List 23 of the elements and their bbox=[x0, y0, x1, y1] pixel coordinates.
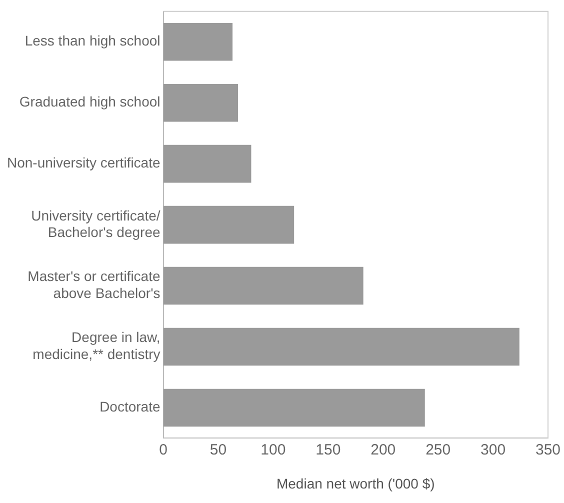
y-tick-label: Doctorate bbox=[100, 398, 160, 415]
y-tick-label: Non-university certificate bbox=[6, 154, 160, 171]
y-tick-label: Graduated high school bbox=[19, 94, 160, 110]
y-tick-label: Degree in law, medicine,** dentistry bbox=[32, 329, 160, 362]
x-axis-title: Median net worth ('000 $) bbox=[276, 475, 435, 492]
x-tick-label: 350 bbox=[535, 441, 561, 458]
bar bbox=[163, 206, 294, 244]
x-tick-label: 100 bbox=[260, 441, 286, 458]
y-tick-label: Master's or certificate above Bachelor's bbox=[28, 268, 160, 302]
bar bbox=[163, 328, 520, 366]
x-tick-label: 250 bbox=[426, 441, 451, 458]
bar bbox=[163, 266, 364, 305]
x-tick-label: 0 bbox=[159, 441, 168, 458]
bar bbox=[163, 388, 425, 427]
x-tick-label: 50 bbox=[210, 441, 227, 458]
x-tick-label: 300 bbox=[480, 441, 506, 458]
y-tick-label: University certificate/ Bachelor's degree bbox=[31, 207, 160, 240]
bar bbox=[163, 144, 252, 183]
bar bbox=[163, 22, 233, 61]
bar bbox=[163, 84, 238, 122]
x-tick-label: 150 bbox=[316, 441, 341, 458]
y-tick-label: Less than high school bbox=[24, 32, 160, 49]
x-tick-label: 200 bbox=[370, 441, 396, 458]
